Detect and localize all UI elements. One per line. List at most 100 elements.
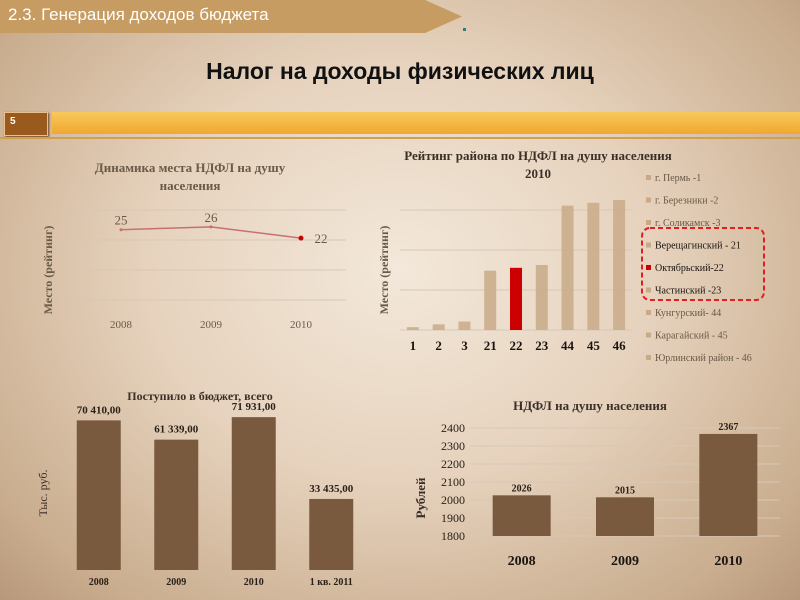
rating-x-tick: 1 bbox=[410, 338, 417, 353]
rating-bar bbox=[510, 267, 522, 330]
ndfl-x-tick: 2009 bbox=[611, 554, 639, 569]
rating-bar bbox=[458, 321, 471, 330]
legend-entry: Кунгурский- 44 bbox=[655, 308, 721, 319]
legend-highlight-box bbox=[641, 227, 765, 301]
page-title: Налог на доходы физических лиц bbox=[206, 58, 594, 84]
rating-x-tick: 23 bbox=[535, 338, 549, 353]
rating-bar bbox=[432, 324, 445, 330]
budget-plot-area: 70 410,00 2008 61 339,00 2009 71 931,00 2010 3… bbox=[76, 401, 354, 588]
legend-entry: Карагайский - 45 bbox=[655, 331, 728, 342]
ndfl-y-tick: 2000 bbox=[441, 493, 465, 507]
rating-bar bbox=[561, 205, 574, 330]
rating-ylabel: Место (рейтинг) bbox=[377, 226, 391, 315]
gold-divider-line bbox=[0, 137, 800, 139]
legend-entry: г. Пермь -1 bbox=[655, 173, 701, 184]
dyn-title-2: населения bbox=[160, 178, 221, 193]
dyn-x-tick: 2008 bbox=[110, 319, 133, 331]
budget-x-tick: 2008 bbox=[89, 577, 109, 588]
dyn-point bbox=[298, 235, 304, 241]
legend-entry: Октябрьский-22 bbox=[655, 263, 724, 274]
dyn-plot-area: 25 2008 26 2009 22 2010 bbox=[76, 209, 346, 331]
rating-x-tick: 3 bbox=[461, 338, 468, 353]
dyn-x-tick: 2009 bbox=[200, 319, 223, 331]
rating-x-tick: 46 bbox=[613, 338, 627, 353]
ndfl-y-tick: 2100 bbox=[441, 475, 465, 489]
legend-swatch bbox=[646, 287, 651, 293]
rating-title-2: 2010 bbox=[525, 166, 551, 181]
budget-x-tick: 2009 bbox=[166, 577, 186, 588]
rating-bar bbox=[613, 200, 626, 330]
ndfl-data-label: 2367 bbox=[718, 422, 738, 433]
ndfl-y-tick: 2400 bbox=[441, 421, 465, 435]
budget-data-label: 33 435,00 bbox=[309, 483, 354, 495]
chart-budget: Поступило в бюджет, всего Тыс. руб. 70 4… bbox=[36, 389, 354, 588]
legend-swatch bbox=[646, 175, 651, 180]
budget-data-label: 70 410,00 bbox=[77, 404, 122, 416]
page-number-badge: 5 bbox=[4, 112, 48, 136]
budget-data-label: 71 931,00 bbox=[232, 401, 277, 413]
section-header-banner: 2.3. Генерация доходов бюджета bbox=[0, 0, 462, 33]
legend-entry: г. Березники -2 bbox=[655, 196, 718, 207]
dyn-data-label: 22 bbox=[315, 231, 328, 246]
legend-entry: Частинский -23 bbox=[655, 286, 721, 297]
budget-bar bbox=[76, 420, 121, 570]
legend-swatch bbox=[646, 265, 651, 270]
budget-data-label: 61 339,00 bbox=[154, 424, 199, 436]
legend-swatch bbox=[646, 332, 651, 338]
rating-x-tick: 45 bbox=[587, 338, 601, 353]
ndfl-bar bbox=[596, 497, 654, 536]
ndfl-y-tick: 2200 bbox=[441, 457, 465, 471]
budget-bar bbox=[231, 417, 276, 570]
page-number: 5 bbox=[10, 116, 16, 127]
dyn-ylabel: Место (рейтинг) bbox=[41, 226, 55, 315]
ndfl-y-tick: 2300 bbox=[441, 439, 465, 453]
chart-dynamics: Динамика места НДФЛ на душу населения Ме… bbox=[41, 160, 346, 331]
legend-entry: Юрлинский район - 46 bbox=[655, 353, 752, 364]
dyn-x-tick: 2010 bbox=[290, 319, 313, 331]
legend-swatch bbox=[646, 310, 651, 315]
rating-bar bbox=[535, 265, 548, 330]
chart-ndfl: НДФЛ на душу населения Рублей 1800 1900 20… bbox=[413, 398, 780, 569]
ndfl-x-tick: 2010 bbox=[714, 554, 742, 569]
dyn-data-label: 26 bbox=[205, 210, 219, 225]
budget-x-tick: 1 кв. 2011 bbox=[310, 577, 353, 588]
ndfl-title: НДФЛ на душу населения bbox=[513, 398, 667, 413]
budget-bar bbox=[309, 498, 354, 570]
decorative-dot bbox=[463, 28, 466, 31]
header-divider-bar bbox=[52, 112, 800, 134]
rating-x-tick: 22 bbox=[510, 338, 523, 353]
rating-bar bbox=[406, 327, 419, 330]
legend-swatch bbox=[646, 355, 651, 360]
legend-swatch bbox=[646, 220, 651, 225]
ndfl-ylabel: Рублей bbox=[413, 477, 428, 519]
rating-title-1: Рейтинг района по НДФЛ на душу населения bbox=[404, 148, 672, 163]
ndfl-plot-area: 1800 1900 2000 2100 2200 2300 2400 2026 2008 2015… bbox=[441, 421, 780, 569]
section-header-label: 2.3. Генерация доходов бюджета bbox=[8, 5, 269, 24]
budget-bar bbox=[154, 439, 199, 570]
legend-swatch bbox=[646, 197, 651, 203]
ndfl-data-label: 2026 bbox=[512, 483, 532, 494]
budget-ylabel: Тыс. руб. bbox=[36, 470, 50, 517]
ndfl-bar bbox=[492, 495, 551, 536]
rating-plot-area: 1 2 3 21 22 23 44 45 46 bbox=[400, 200, 632, 353]
budget-title: Поступило в бюджет, всего bbox=[127, 389, 272, 403]
rating-bar bbox=[484, 270, 497, 330]
legend-entry: г. Соликамск -3 bbox=[655, 218, 720, 229]
ndfl-x-tick: 2008 bbox=[508, 554, 536, 569]
ndfl-bar bbox=[699, 433, 758, 536]
chart-rating: Рейтинг района по НДФЛ на душу населения… bbox=[377, 148, 765, 364]
dyn-point bbox=[209, 225, 213, 229]
legend-swatch bbox=[646, 242, 651, 248]
rating-x-tick: 21 bbox=[484, 338, 497, 353]
dyn-data-label: 25 bbox=[115, 213, 128, 228]
rating-x-tick: 2 bbox=[435, 338, 442, 353]
legend-entry: Верещагинский - 21 bbox=[655, 241, 741, 252]
dyn-point bbox=[119, 228, 123, 232]
ndfl-y-tick: 1900 bbox=[441, 511, 465, 525]
rating-x-tick: 44 bbox=[561, 338, 575, 353]
rating-bar bbox=[587, 202, 600, 330]
budget-x-tick: 2010 bbox=[244, 577, 264, 588]
dyn-title-1: Динамика места НДФЛ на душу bbox=[95, 160, 286, 175]
rating-legend: г. Пермь -1 г. Березники -2 г. Соликамск -… bbox=[646, 173, 752, 364]
ndfl-data-label: 2015 bbox=[615, 485, 635, 496]
